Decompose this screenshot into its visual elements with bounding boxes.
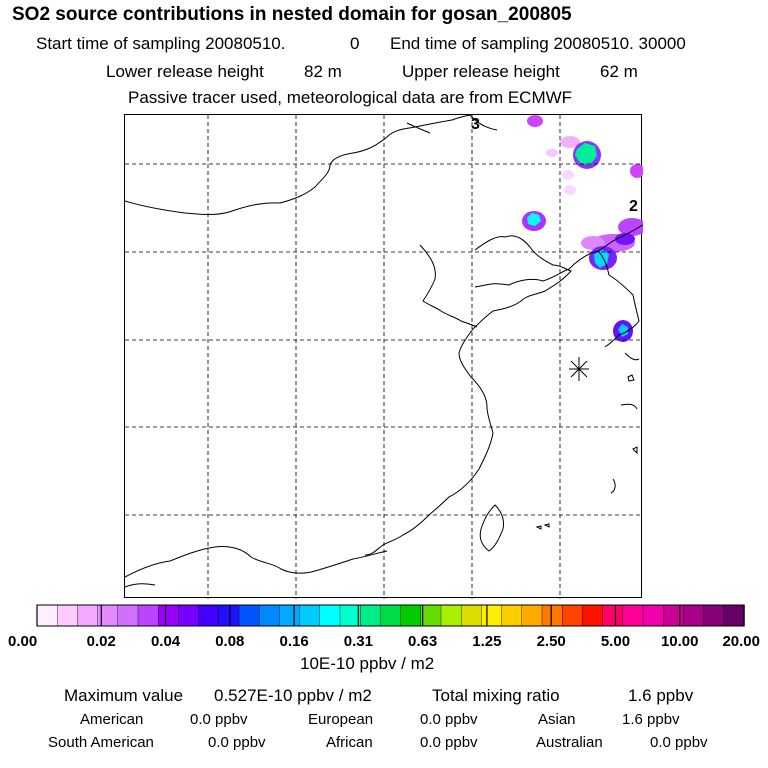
start-time-value: 0	[350, 34, 360, 53]
colorbar-cell	[259, 604, 281, 627]
colorbar-cell	[157, 604, 180, 627]
colorbar-ticks: 0.00 0.02 0.04 0.08 0.16 0.31 0.63 1.25 2.50 5.00…	[8, 605, 760, 650]
colorbar-cell	[339, 604, 361, 627]
colorbar-cell	[137, 604, 159, 627]
max-value: 0.527E-10 ppbv / m2	[214, 686, 372, 705]
colorbar-cell	[117, 604, 139, 627]
colorbar-cell	[602, 604, 624, 627]
colorbar-cell	[440, 604, 462, 627]
info-line: Passive tracer used, meteorological data…	[128, 88, 573, 107]
total-mixing-label: Total mixing ratio	[432, 686, 560, 705]
colorbar-cell	[562, 604, 584, 627]
colorbar-cell	[521, 604, 543, 627]
colorbar-cell	[461, 604, 483, 627]
region-value: 0.0 ppbv	[650, 734, 708, 751]
lower-release-label: Lower release height	[106, 62, 264, 81]
colorbar-cell	[279, 604, 301, 627]
colorbar-tick-label: 20.00	[722, 633, 760, 650]
region-name: South American	[48, 734, 154, 751]
region-name: European	[308, 711, 374, 728]
colorbar-cells	[36, 604, 745, 627]
colorbar-tick-label: 2.50	[537, 633, 566, 650]
colorbar-cell	[360, 604, 382, 627]
upper-release-value: 62 m	[600, 62, 638, 81]
lower-release-value: 82 m	[304, 62, 342, 81]
start-time-label: Start time of sampling 20080510.	[36, 34, 286, 53]
colorbar-cell	[582, 604, 604, 627]
colorbar-cell	[501, 604, 523, 627]
colorbar-cell	[238, 604, 260, 627]
colorbar-cell	[218, 604, 240, 627]
colorbar-cell	[541, 604, 563, 627]
colorbar-cell	[723, 604, 745, 627]
colorbar-tick-label: 0.08	[215, 633, 244, 650]
gosan-station-marker	[569, 357, 589, 381]
colorbar-cell	[663, 604, 685, 627]
colorbar-cell	[77, 604, 99, 627]
colorbar-cell	[319, 604, 341, 627]
colorbar-cell	[703, 604, 725, 627]
colorbar-tick-label: 0.02	[87, 633, 116, 650]
region-value: 0.0 ppbv	[420, 734, 478, 751]
contour-label-2: 2	[629, 198, 638, 215]
colorbar-cell	[683, 604, 705, 627]
region-value: 0.0 ppbv	[420, 711, 478, 728]
region-value: 0.0 ppbv	[190, 711, 248, 728]
coastlines	[125, 115, 643, 588]
colorbar-cell	[57, 604, 79, 627]
colorbar-tick-label: 0.00	[8, 633, 37, 650]
map-canvas: 3 2	[125, 115, 643, 599]
colorbar-cell	[299, 604, 321, 627]
colorbar-cell	[622, 604, 644, 627]
lat-lon-grid	[125, 115, 643, 599]
region-value: 1.6 ppbv	[622, 711, 680, 728]
upper-release-label: Upper release height	[402, 62, 560, 81]
map-title: SO2 source contributions in nested domai…	[12, 4, 572, 25]
colorbar-cell	[400, 604, 422, 627]
colorbar-tick-label: 0.63	[408, 633, 437, 650]
colorbar-unit: 10E-10 ppbv / m2	[300, 654, 435, 673]
colorbar-cell	[481, 604, 503, 627]
end-time-label: End time of sampling 20080510. 30000	[390, 34, 686, 53]
colorbar-cell	[36, 604, 58, 627]
colorbar-tick-label: 1.25	[472, 633, 501, 650]
concentration-plume	[522, 115, 643, 342]
colorbar-tick-label: 0.31	[344, 633, 373, 650]
colorbar-tick-label: 0.16	[279, 633, 308, 650]
colorbar-cell	[198, 604, 220, 627]
colorbar-cell	[178, 604, 200, 627]
contour-label-3: 3	[471, 116, 480, 133]
colorbar: 0.00 0.02 0.04 0.08 0.16 0.31 0.63 1.25 2.50 5.00…	[8, 604, 760, 650]
colorbar-tick-label: 0.04	[151, 633, 181, 650]
colorbar-cell	[420, 604, 442, 627]
region-name: American	[80, 711, 144, 728]
region-name: Australian	[536, 734, 603, 751]
region-value: 0.0 ppbv	[208, 734, 266, 751]
colorbar-cell	[380, 604, 402, 627]
colorbar-tick-label: 10.00	[661, 633, 699, 650]
colorbar-cell	[642, 604, 664, 627]
map-panel: 3 2	[124, 114, 643, 599]
max-value-label: Maximum value	[64, 686, 184, 705]
colorbar-tick-label: 5.00	[601, 633, 630, 650]
region-name: Asian	[538, 711, 576, 728]
total-mixing-value: 1.6 ppbv	[628, 686, 694, 705]
region-name: African	[326, 734, 373, 751]
